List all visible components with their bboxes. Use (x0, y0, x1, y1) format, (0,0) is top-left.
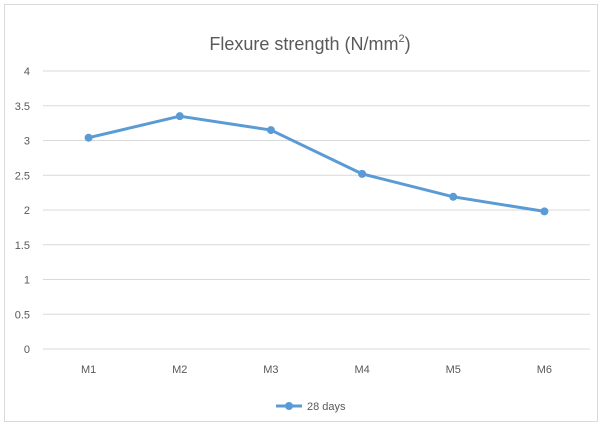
data-point (175, 112, 184, 121)
data-point (540, 207, 549, 216)
legend[interactable]: 28 days (276, 401, 346, 413)
y-tick-label: 3 (24, 136, 30, 148)
x-tick-label: M5 (446, 364, 461, 376)
y-tick-label: 2 (24, 205, 30, 217)
y-tick-label: 0 (24, 344, 30, 356)
y-tick-label: 1 (24, 275, 30, 287)
x-tick-label: M6 (537, 364, 552, 376)
y-tick-label: 4 (24, 66, 30, 78)
gridlines (43, 70, 590, 350)
y-tick-label: 1.5 (15, 240, 30, 252)
y-tick-label: 3.5 (15, 101, 30, 113)
chart-title-superscript: 2 (398, 33, 404, 45)
legend-swatch-marker (285, 402, 293, 410)
chart-title-main: Flexure strength (N/mm (209, 34, 398, 54)
y-tick-label: 2.5 (15, 170, 30, 182)
x-axis-ticks: M1 M2 M3 M4 M5 M6 (81, 364, 552, 376)
chart-title-suffix: ) (405, 34, 411, 54)
series-layer (84, 112, 549, 216)
data-point (84, 133, 93, 142)
x-tick-label: M2 (172, 364, 187, 376)
x-tick-label: M4 (354, 364, 369, 376)
chart-frame (4, 4, 598, 422)
y-tick-label: 0.5 (15, 309, 30, 321)
data-point (449, 192, 458, 201)
data-point (358, 169, 367, 178)
y-axis-ticks: 0 0.5 1 1.5 2 2.5 3 3.5 4 (15, 66, 30, 356)
chart-title: Flexure strength (N/mm2) (209, 33, 410, 54)
x-tick-label: M3 (263, 364, 278, 376)
legend-label: 28 days (307, 401, 346, 413)
data-point (266, 126, 275, 135)
series-line (87, 114, 546, 213)
x-tick-label: M1 (81, 364, 96, 376)
